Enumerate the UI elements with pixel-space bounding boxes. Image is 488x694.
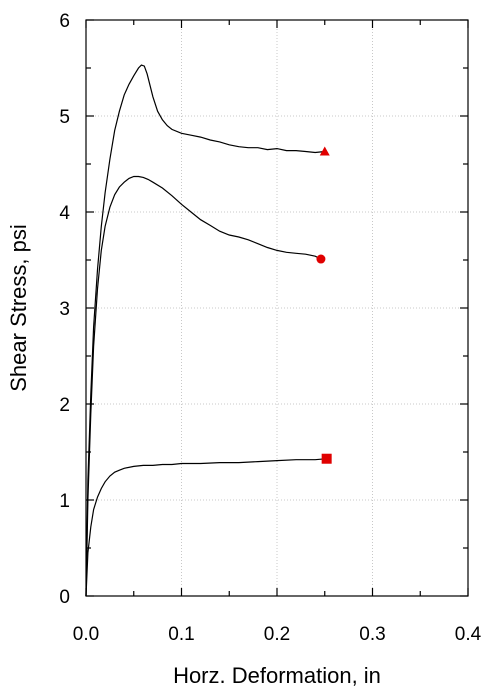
y-tick-label: 6 — [59, 11, 70, 32]
y-tick-label: 1 — [59, 491, 70, 512]
x-tick-labels: 0.0 0.1 0.2 0.3 0.4 — [73, 624, 482, 645]
series-line-2 — [85, 175, 322, 597]
x-tick-label: 0.2 — [264, 624, 290, 645]
y-tick-labels: 0 1 2 3 4 5 6 — [59, 11, 70, 608]
y-tick-label: 3 — [59, 299, 70, 320]
x-tick-label: 0.3 — [359, 624, 385, 645]
x-tick-label: 0.0 — [73, 624, 99, 645]
series — [85, 64, 327, 597]
circle-marker — [316, 254, 326, 264]
x-tick-label: 0.1 — [168, 624, 194, 645]
y-tick-label: 4 — [59, 203, 70, 224]
series-line-1 — [85, 64, 325, 597]
axis-ticks — [85, 19, 469, 597]
y-tick-label: 5 — [59, 107, 70, 128]
y-axis-title: Shear Stress, psi — [6, 224, 31, 392]
x-axis-title: Horz. Deformation, in — [173, 663, 381, 688]
series-markers — [316, 146, 332, 464]
y-tick-label: 0 — [59, 587, 70, 608]
series-line-3 — [85, 458, 327, 597]
grid — [86, 20, 468, 596]
y-tick-label: 2 — [59, 395, 70, 416]
square-marker — [321, 453, 332, 464]
x-tick-label: 0.4 — [455, 624, 482, 645]
triangle-marker — [319, 146, 330, 156]
